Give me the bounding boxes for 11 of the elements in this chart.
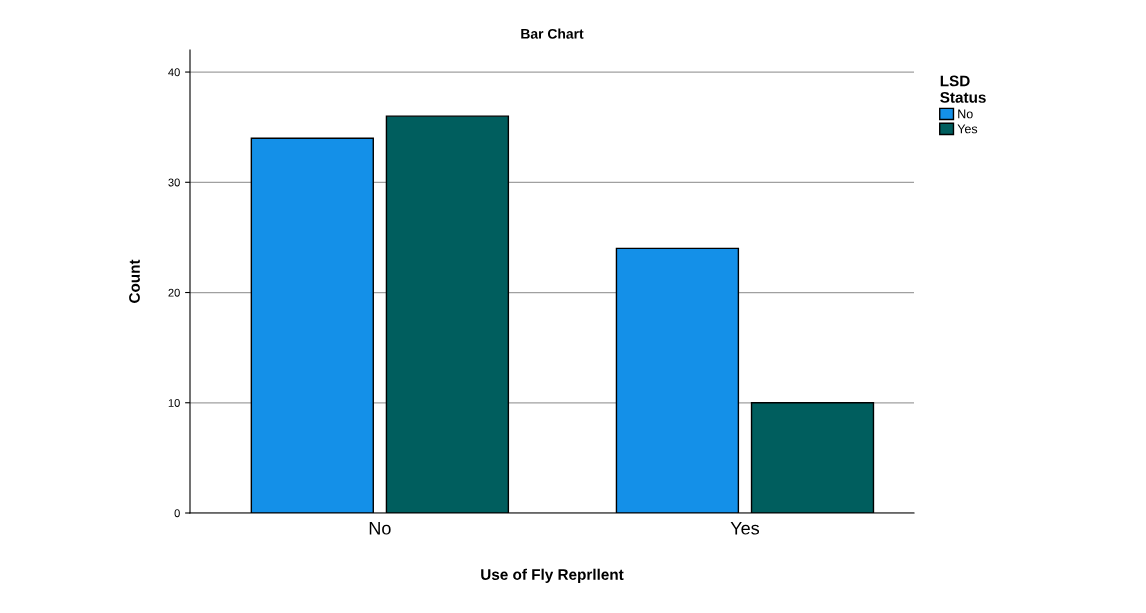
x-axis-title: Use of Fly Reprllent — [481, 568, 624, 583]
legend-label: No — [958, 109, 973, 119]
y-tick-label: 10 — [168, 399, 180, 407]
y-axis-title: Count — [129, 259, 140, 303]
y-tick-label: 0 — [174, 509, 180, 518]
chart-title: Bar Chart — [521, 28, 584, 39]
y-tick-label: 20 — [168, 288, 180, 297]
legend-title: LSD Status — [940, 75, 986, 103]
y-tick-label: 40 — [168, 68, 180, 77]
y-tick-label: 30 — [168, 178, 180, 187]
legend-label: Yes — [957, 124, 978, 134]
